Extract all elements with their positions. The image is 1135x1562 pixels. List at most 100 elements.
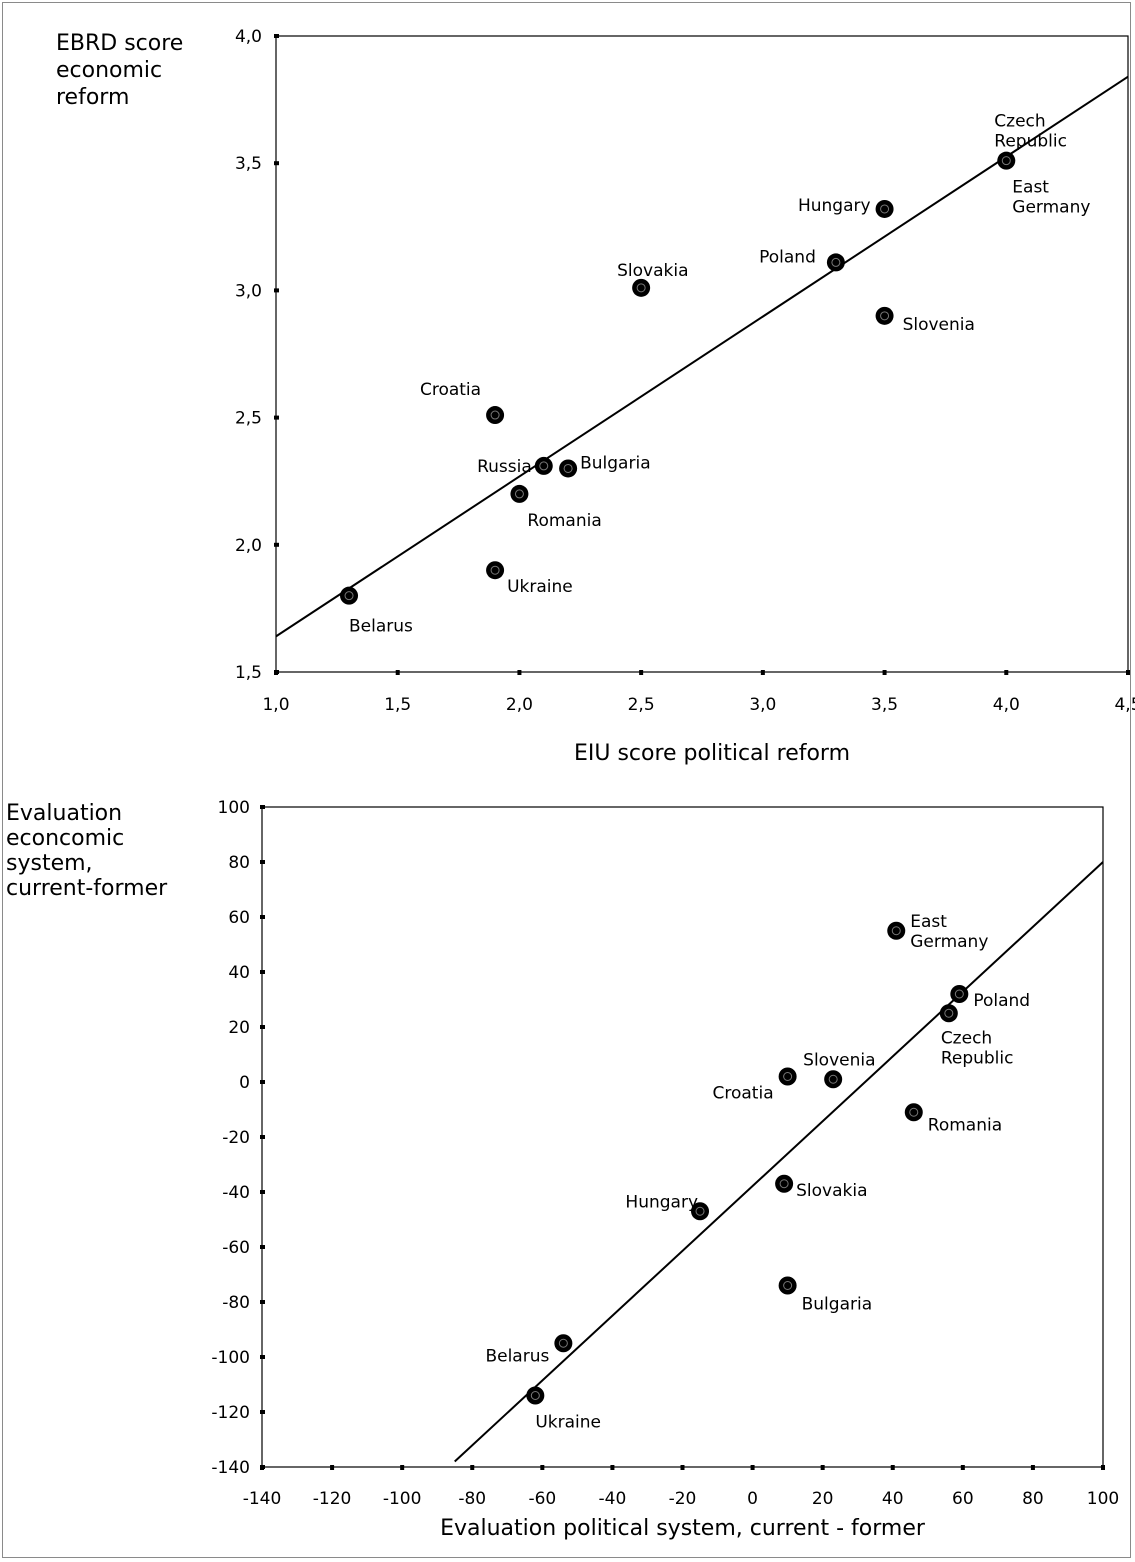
y-tick-mark xyxy=(260,915,265,919)
chart-2: -140 -120 -100 -80 -60 -40 -20 0 20 40 60 80 100 -140… xyxy=(6,798,1119,1541)
data-point-czech-republic xyxy=(939,1004,958,1023)
y-axis-title: current-former xyxy=(6,876,168,901)
x-tick-mark xyxy=(882,670,887,675)
x-tick-mark xyxy=(400,1465,405,1470)
point-label-bulgaria: Bulgaria xyxy=(580,453,651,473)
x-tick-mark xyxy=(330,1465,335,1470)
point-label-belarus: Belarus xyxy=(349,617,413,637)
y-tick-mark xyxy=(260,970,265,974)
data-point-bulgaria xyxy=(778,1276,797,1295)
y-tick-label: 60 xyxy=(228,908,250,928)
data-point-ukraine xyxy=(526,1386,545,1405)
plot-area xyxy=(261,806,1104,1468)
x-tick-mark xyxy=(1126,670,1130,675)
point-label-hungary: Hungary xyxy=(625,1192,698,1212)
data-point-croatia xyxy=(778,1067,797,1086)
point-label-czech-republic: Czech Republic xyxy=(994,112,1067,152)
point-label-croatia: Croatia xyxy=(420,380,481,400)
x-tick-mark xyxy=(1101,1465,1105,1470)
y-tick-label: 0 xyxy=(239,1073,250,1093)
x-tick-label: 1,5 xyxy=(384,695,411,715)
x-tick-mark xyxy=(517,670,522,675)
x-tick-mark xyxy=(680,1465,685,1470)
y-tick-mark xyxy=(260,1025,265,1029)
y-axis-title: system, xyxy=(6,851,93,876)
y-tick-label: -120 xyxy=(211,1403,250,1423)
x-tick-mark xyxy=(1004,670,1009,675)
y-tick-label: 1,5 xyxy=(235,663,262,683)
x-tick-mark xyxy=(1030,1465,1035,1470)
point-label-bulgaria: Bulgaria xyxy=(802,1295,873,1315)
x-tick-label: 100 xyxy=(1087,1489,1119,1509)
y-axis-title: reform xyxy=(56,85,129,110)
x-tick-mark xyxy=(890,1465,895,1470)
y-tick-mark xyxy=(274,161,279,166)
x-tick-label: 2,0 xyxy=(506,695,533,715)
x-tick-label: -100 xyxy=(383,1489,422,1509)
y-tick-label: -40 xyxy=(222,1183,250,1203)
x-tick-label: 60 xyxy=(952,1489,974,1509)
y-tick-label: 100 xyxy=(218,798,250,818)
y-tick-label: 2,0 xyxy=(235,536,262,556)
point-label-slovakia: Slovakia xyxy=(617,261,688,281)
data-point-russia xyxy=(534,456,553,475)
point-label-slovenia: Slovenia xyxy=(803,1050,875,1070)
x-tick-label: 1,0 xyxy=(262,695,289,715)
x-tick-mark xyxy=(960,1465,965,1470)
fit-line xyxy=(454,861,1103,1463)
y-tick-label: -140 xyxy=(211,1458,250,1478)
y-tick-mark xyxy=(274,34,279,38)
point-label-romania: Romania xyxy=(928,1115,1002,1135)
fit-line xyxy=(276,75,1128,638)
data-point-slovakia xyxy=(775,1174,794,1193)
point-label-east-germany: East Germany xyxy=(1012,178,1090,218)
y-tick-mark xyxy=(260,805,265,809)
y-tick-label: -80 xyxy=(222,1293,250,1313)
data-point-czech-republic xyxy=(997,151,1016,170)
y-tick-label: -20 xyxy=(222,1128,250,1148)
point-label-russia: Russia xyxy=(477,457,532,477)
data-point-poland xyxy=(950,985,969,1003)
x-tick-label: 3,0 xyxy=(749,695,776,715)
x-tick-mark xyxy=(750,1465,755,1470)
x-tick-label: 2,5 xyxy=(628,695,655,715)
data-point-slovakia xyxy=(632,278,651,297)
point-label-belarus: Belarus xyxy=(485,1346,549,1366)
point-label-slovenia: Slovenia xyxy=(903,315,975,335)
y-tick-label: 2,5 xyxy=(235,409,262,429)
y-tick-mark xyxy=(260,860,265,864)
y-tick-mark xyxy=(274,542,279,547)
x-axis-title: Evaluation political system, current - f… xyxy=(440,1516,926,1541)
x-tick-label: 4,5 xyxy=(1114,695,1135,715)
x-tick-mark xyxy=(760,670,765,675)
y-tick-label: 80 xyxy=(228,853,250,873)
y-tick-mark xyxy=(260,1355,265,1359)
x-tick-mark xyxy=(820,1465,825,1470)
point-label-poland: Poland xyxy=(973,991,1030,1011)
data-point-romania xyxy=(904,1103,923,1122)
data-point-slovenia xyxy=(824,1070,843,1089)
x-axis-title: EIU score political reform xyxy=(574,741,850,766)
data-point-east-germany xyxy=(887,921,906,940)
x-tick-label: -40 xyxy=(599,1489,627,1509)
y-tick-mark xyxy=(260,1135,265,1139)
point-label-czech-republic: Czech Republic xyxy=(941,1028,1014,1068)
x-tick-mark xyxy=(470,1465,475,1470)
plot-area xyxy=(275,35,1129,673)
data-point-slovenia xyxy=(875,306,894,325)
y-tick-label: 3,5 xyxy=(235,154,262,174)
y-tick-mark xyxy=(260,1245,265,1249)
y-tick-mark xyxy=(260,1410,265,1414)
y-tick-mark xyxy=(260,1465,265,1469)
data-point-hungary xyxy=(875,199,894,218)
point-label-romania: Romania xyxy=(527,511,601,531)
y-tick-label: 40 xyxy=(228,963,250,983)
data-point-belarus xyxy=(554,1334,573,1353)
data-point-hungary xyxy=(691,1202,710,1221)
point-label-ukraine: Ukraine xyxy=(535,1413,601,1433)
point-label-east-germany: East Germany xyxy=(910,912,988,952)
y-tick-mark xyxy=(260,1190,265,1194)
y-tick-label: 3,0 xyxy=(235,281,262,301)
x-tick-label: -120 xyxy=(313,1489,352,1509)
